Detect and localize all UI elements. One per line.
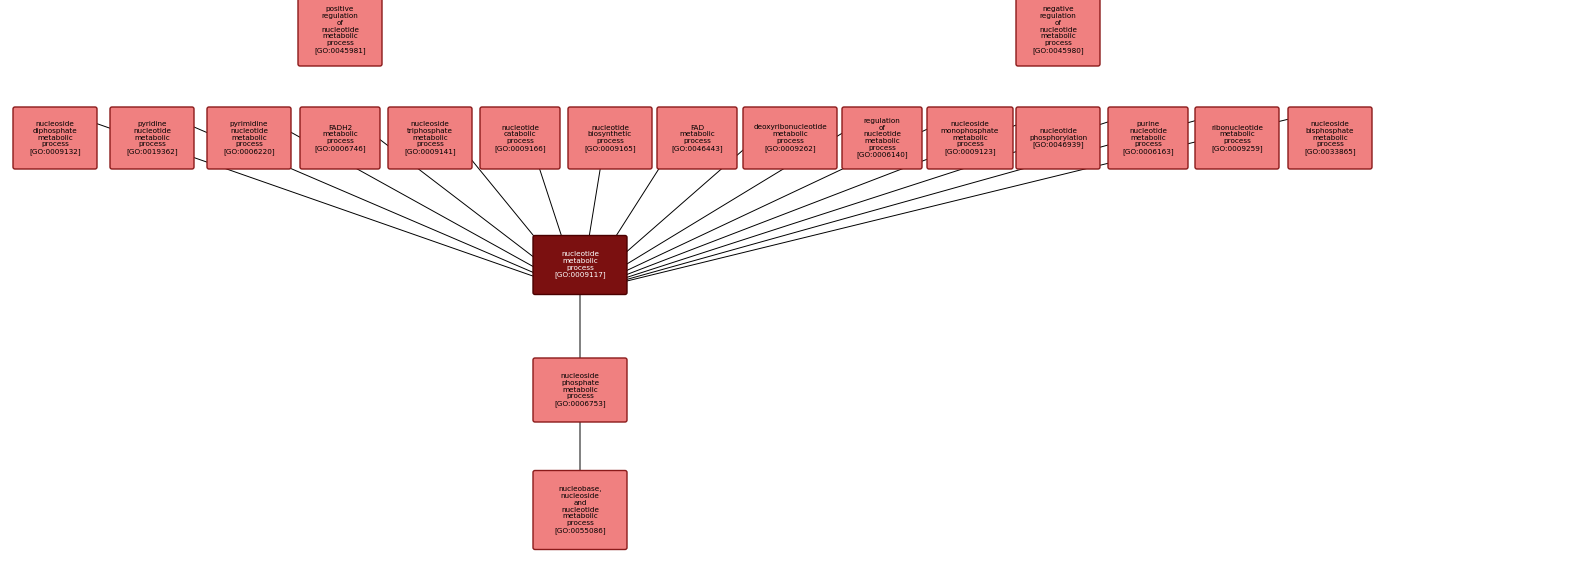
Text: pyridine
nucleotide
metabolic
process
[GO:0019362]: pyridine nucleotide metabolic process [G… <box>127 121 178 155</box>
FancyBboxPatch shape <box>927 107 1013 169</box>
Text: deoxyribonucleotide
metabolic
process
[GO:0009262]: deoxyribonucleotide metabolic process [G… <box>754 124 827 151</box>
FancyBboxPatch shape <box>533 471 627 549</box>
FancyBboxPatch shape <box>300 107 379 169</box>
Text: negative
regulation
of
nucleotide
metabolic
process
[GO:0045980]: negative regulation of nucleotide metabo… <box>1032 6 1084 54</box>
FancyBboxPatch shape <box>657 107 736 169</box>
FancyBboxPatch shape <box>743 107 836 169</box>
FancyBboxPatch shape <box>1016 0 1100 66</box>
Text: nucleoside
triphosphate
metabolic
process
[GO:0009141]: nucleoside triphosphate metabolic proces… <box>405 121 455 155</box>
FancyBboxPatch shape <box>843 107 922 169</box>
FancyBboxPatch shape <box>533 358 627 422</box>
Text: nucleobase,
nucleoside
and
nucleotide
metabolic
process
[GO:0055086]: nucleobase, nucleoside and nucleotide me… <box>554 486 606 534</box>
FancyBboxPatch shape <box>1108 107 1189 169</box>
FancyBboxPatch shape <box>533 235 627 295</box>
Text: purine
nucleotide
metabolic
process
[GO:0006163]: purine nucleotide metabolic process [GO:… <box>1122 121 1174 155</box>
Text: FADH2
metabolic
process
[GO:0006746]: FADH2 metabolic process [GO:0006746] <box>314 124 367 151</box>
Text: nucleotide
metabolic
process
[GO:0009117]: nucleotide metabolic process [GO:0009117… <box>554 251 606 279</box>
Text: nucleotide
biosynthetic
process
[GO:0009165]: nucleotide biosynthetic process [GO:0009… <box>584 124 636 151</box>
FancyBboxPatch shape <box>110 107 194 169</box>
FancyBboxPatch shape <box>13 107 97 169</box>
FancyBboxPatch shape <box>568 107 652 169</box>
Text: nucleoside
monophosphate
metabolic
process
[GO:0009123]: nucleoside monophosphate metabolic proce… <box>941 121 1000 155</box>
Text: pyrimidine
nucleotide
metabolic
process
[GO:0006220]: pyrimidine nucleotide metabolic process … <box>224 121 275 155</box>
Text: positive
regulation
of
nucleotide
metabolic
process
[GO:0045981]: positive regulation of nucleotide metabo… <box>314 6 367 54</box>
FancyBboxPatch shape <box>1195 107 1279 169</box>
FancyBboxPatch shape <box>298 0 382 66</box>
FancyBboxPatch shape <box>1289 107 1373 169</box>
Text: nucleotide
phosphorylation
[GO:0046939]: nucleotide phosphorylation [GO:0046939] <box>1028 128 1087 148</box>
FancyBboxPatch shape <box>479 107 560 169</box>
FancyBboxPatch shape <box>387 107 471 169</box>
Text: nucleoside
bisphosphate
metabolic
process
[GO:0033865]: nucleoside bisphosphate metabolic proces… <box>1305 121 1355 155</box>
Text: ribonucleotide
metabolic
process
[GO:0009259]: ribonucleotide metabolic process [GO:000… <box>1211 124 1263 151</box>
FancyBboxPatch shape <box>1016 107 1100 169</box>
FancyBboxPatch shape <box>206 107 290 169</box>
Text: nucleoside
diphosphate
metabolic
process
[GO:0009132]: nucleoside diphosphate metabolic process… <box>29 121 81 155</box>
Text: nucleoside
phosphate
metabolic
process
[GO:0006753]: nucleoside phosphate metabolic process [… <box>554 373 606 407</box>
Text: nucleotide
catabolic
process
[GO:0009166]: nucleotide catabolic process [GO:0009166… <box>494 124 546 151</box>
Text: FAD
metabolic
process
[GO:0046443]: FAD metabolic process [GO:0046443] <box>671 124 722 151</box>
Text: regulation
of
nucleotide
metabolic
process
[GO:0006140]: regulation of nucleotide metabolic proce… <box>857 118 908 158</box>
